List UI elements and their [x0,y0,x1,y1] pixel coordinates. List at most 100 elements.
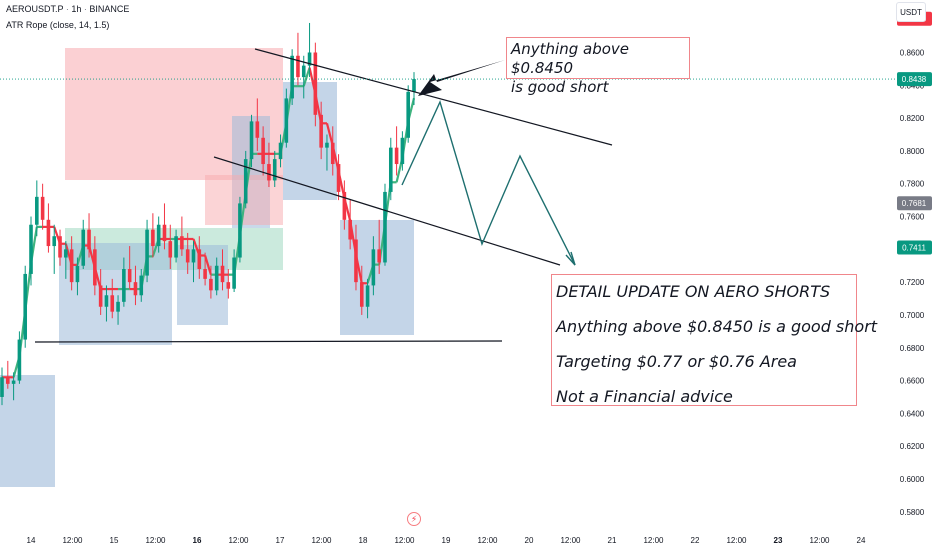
candle-body [354,239,358,283]
candle [151,213,155,258]
symbol-header[interactable]: AEROUSDT.P · 1h · BINANCE [6,4,130,14]
candle [232,249,236,292]
candle [319,101,323,160]
detail-update-note: DETAIL UPDATE ON AERO SHORTS Anything ab… [551,274,877,406]
candle [17,331,22,384]
time-tick-label: 21 [608,536,617,545]
candle [69,236,74,291]
candle [168,224,173,270]
time-tick-label: 20 [525,536,534,545]
time-tick-label: 14 [27,536,36,545]
time-tick-label: 12:00 [726,536,747,545]
time-tick-label: 15 [110,536,119,545]
candle [342,180,347,230]
candles [0,22,416,406]
candle [261,126,265,176]
candle [58,229,62,266]
candle-body [139,275,144,296]
candle-body [319,114,323,148]
price-tick-label: 0.6200 [900,442,925,451]
time-tick-label: 17 [276,536,285,545]
candle [272,150,277,188]
candle [255,98,260,151]
candle-body [330,142,335,165]
price-tick-label: 0.6800 [900,344,925,353]
candle-body [406,91,410,138]
candle [400,131,405,171]
time-tick-label: 16 [193,536,202,545]
projection-path [401,100,576,266]
price-label-bg [897,196,932,211]
candle [284,88,289,148]
short-level-callout: Anything above $0.8450 is good short [506,37,690,96]
candle [330,126,335,176]
exchange-label: BINANCE [89,4,130,14]
candle-body [93,249,97,286]
candle [46,203,51,253]
candle-body [209,278,213,291]
candle [412,72,416,105]
candle [267,142,271,188]
price-label: 0.7681 [897,196,932,211]
price-tick-label: 0.8000 [900,147,925,156]
candle [35,180,39,237]
candle-body [400,137,405,165]
time-tick-label: 19 [442,536,451,545]
candle-body [325,142,329,148]
candle-body [156,224,161,247]
price-tick-label: 0.5800 [900,508,925,517]
lightning-icon[interactable]: ⚡ [407,512,421,526]
candle-body [267,164,271,181]
upper-trendline [254,48,613,146]
candle-body [116,301,120,312]
candle [23,265,28,348]
candle-body [151,229,155,247]
price-label: 0.7411 [897,240,932,255]
candle [156,216,161,253]
candle-body [174,236,178,258]
candle [371,236,376,296]
trend-drawings [34,48,613,343]
callout-arrow [418,60,505,96]
candle-body [127,269,132,283]
candle-body [371,249,376,286]
candle-body [46,219,51,247]
candle-body [383,191,387,263]
indicator-legend[interactable]: ATR Rope (close, 14, 1.5) [6,20,110,30]
price-tick-label: 0.6000 [900,475,925,484]
price-tick-label: 0.7800 [900,180,925,189]
candle [40,183,45,230]
candle [394,126,399,176]
candle-body [133,282,138,296]
candle-body [197,249,202,270]
candle [348,200,352,250]
callout-line-2: is good short [511,78,609,96]
candle-body [0,377,4,397]
time-tick-label: 12:00 [560,536,581,545]
candle [336,154,341,201]
currency-button[interactable]: USDT [896,2,926,22]
candle-body [296,55,300,78]
price-tick-label: 0.7000 [900,311,925,320]
candle [365,278,370,319]
note-line-1: DETAIL UPDATE ON AERO SHORTS [556,282,831,301]
rope-segment [325,123,334,146]
candle-body [162,224,167,242]
candle-body [336,164,341,192]
candle [377,219,381,274]
candle-body [313,52,318,115]
candle-body [35,196,39,225]
candle [383,183,387,266]
note-line-4: Not a Financial advice [556,387,733,406]
candle [203,252,207,286]
rope-segment [302,67,311,87]
candle-body [412,79,416,92]
candle-body [284,98,289,143]
time-axis[interactable]: 14 12:00 15 12:00 16 12:00 17 12:00 18 12:00 19 12:… [27,536,866,545]
candle [93,236,97,296]
candle-body [203,269,207,279]
candle [104,285,109,322]
candle [145,219,149,283]
candle [11,372,16,401]
